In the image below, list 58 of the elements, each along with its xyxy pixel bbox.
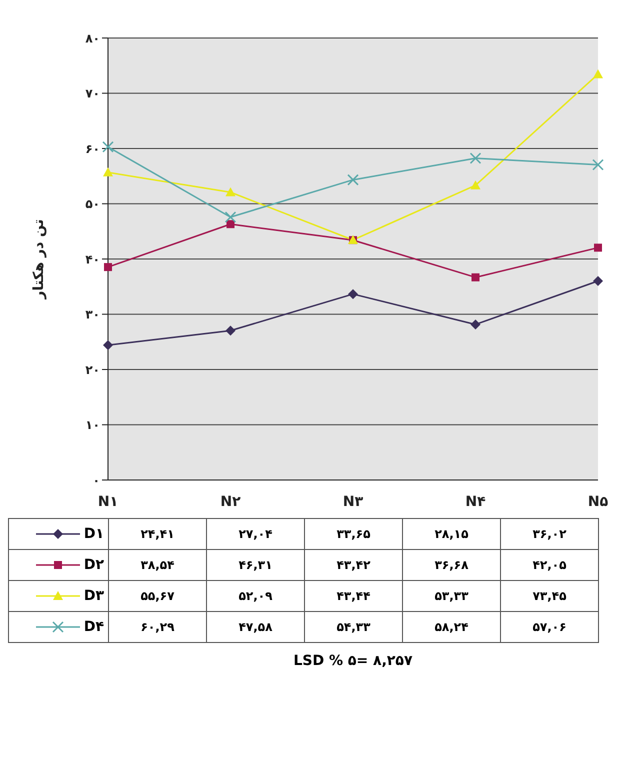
legend-label: D۳ [84, 588, 104, 604]
data-label: ۳۶,۰۲ [500, 518, 598, 550]
point [348, 289, 358, 300]
point [226, 220, 234, 228]
legend-label: D۴ [84, 618, 104, 634]
y-tick-label: ۱۰ [85, 418, 100, 432]
data-label: ۵۳,۳۳ [402, 580, 500, 612]
data-label: ۲۴,۴۱ [108, 518, 206, 550]
point [472, 273, 480, 282]
x-tick-label: N۳ [342, 494, 364, 510]
x-tick-label: N۱ [98, 494, 118, 510]
y-tick-label: ۴۰ [85, 252, 100, 266]
x-tick-label: N۵ [588, 494, 609, 510]
point [593, 276, 603, 286]
point [593, 69, 603, 78]
y-tick-label: ۸۰ [85, 31, 100, 46]
point [103, 340, 113, 350]
data-label: ۳۶,۶۸ [402, 550, 500, 580]
data-label: ۲۷,۰۴ [206, 518, 304, 550]
data-label: ۴۷,۵۸ [206, 612, 304, 642]
data-label: ۴۲,۰۵ [500, 550, 598, 580]
point [594, 244, 602, 252]
point [470, 152, 482, 164]
y-tick-label: ۶۰ [85, 142, 100, 156]
point [226, 187, 236, 196]
data-label: ۲۸,۱۵ [402, 518, 500, 550]
x-tick-label: N۴ [465, 494, 486, 510]
y-tick-label: ۵۰ [85, 197, 100, 212]
data-label: ۴۳,۴۴ [304, 580, 402, 612]
point [102, 141, 114, 153]
point [347, 174, 359, 186]
point [226, 326, 236, 336]
y-tick-label: ۳۰ [85, 308, 100, 322]
y-axis-title: تن در هکتار [30, 219, 47, 300]
data-label: ۴۳,۴۲ [304, 550, 402, 580]
point [224, 211, 236, 223]
text: LSD % ۵= ۸,۲۵۷ [292, 653, 414, 669]
y-tick-label: ۲۰ [85, 362, 100, 377]
data-label: ۵۲,۰۹ [206, 580, 304, 612]
point [104, 263, 112, 272]
data-label: ۵۷,۰۶ [500, 612, 598, 642]
point [470, 180, 480, 190]
y-tick-label: ۷۰ [85, 86, 100, 101]
data-label: ۷۳,۴۵ [500, 580, 598, 612]
data-label: ۵۴,۳۳ [304, 612, 402, 642]
point [592, 158, 604, 170]
y-tick-label: ۰ [92, 473, 100, 488]
data-label: ۳۸,۵۴ [108, 550, 206, 580]
x-tick-label: N۲ [220, 494, 242, 510]
legend-label: D۱ [84, 526, 104, 542]
point [103, 167, 113, 176]
data-label: ۳۳,۶۵ [304, 518, 402, 550]
legend-label: D۲ [84, 556, 104, 572]
data-label: ۶۰,۲۹ [108, 612, 206, 642]
point [470, 319, 480, 330]
data-label: ۴۶,۳۱ [206, 550, 304, 580]
data-label: ۵۸,۲۴ [402, 612, 500, 642]
data-label: ۵۵,۶۷ [108, 580, 206, 612]
